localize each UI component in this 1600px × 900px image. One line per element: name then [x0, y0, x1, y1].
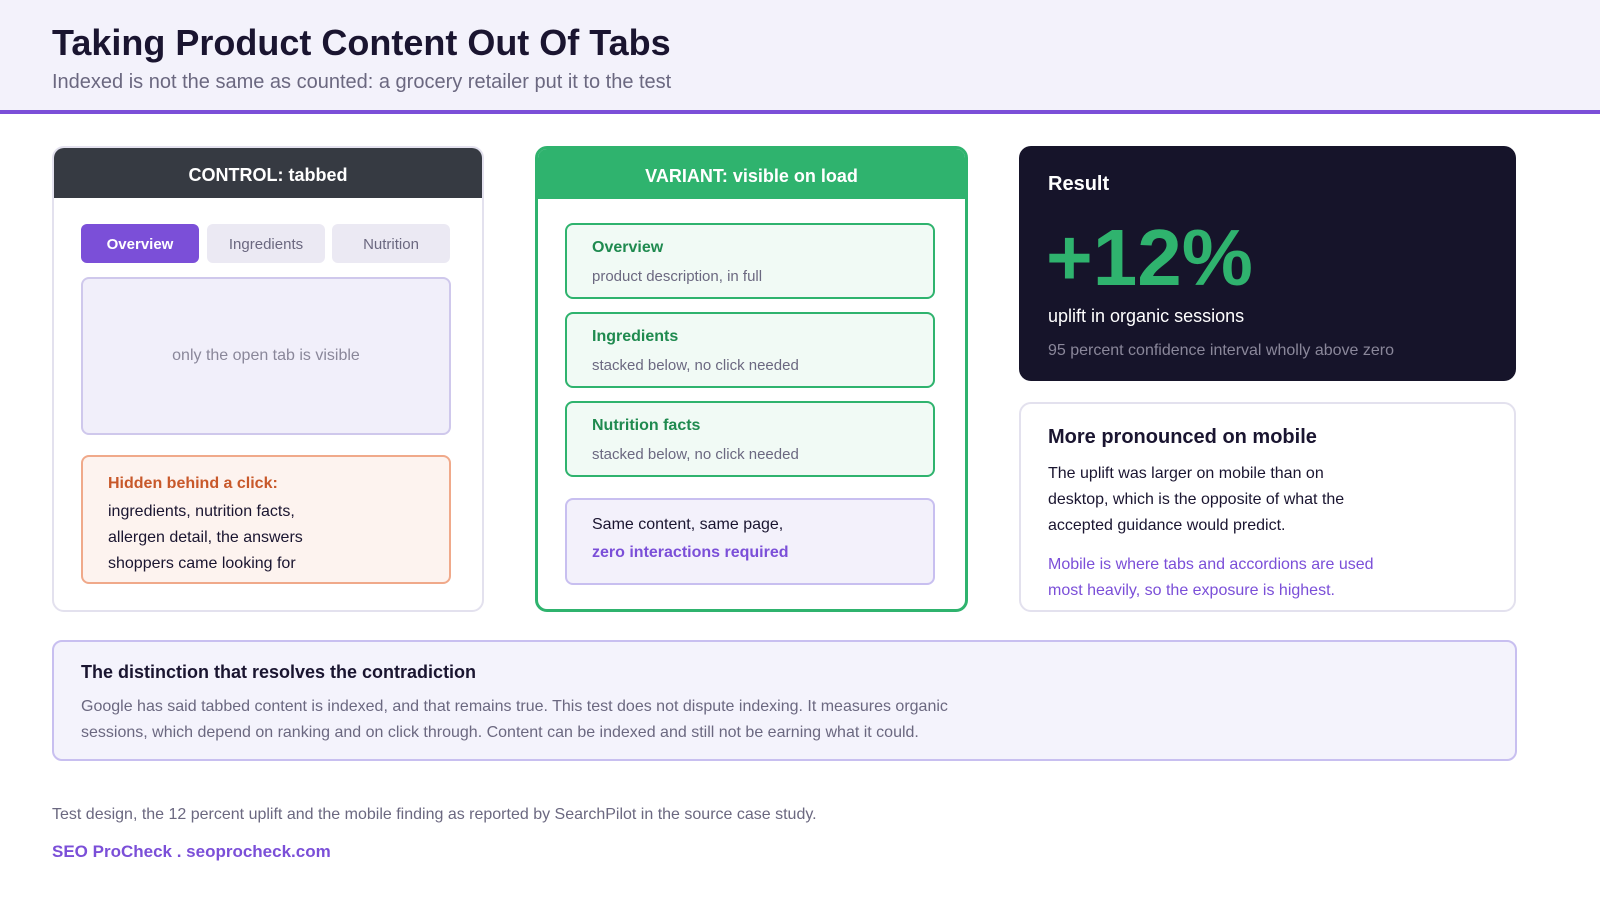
hidden-box: Hidden behind a click: ingredients, nutr… [81, 455, 451, 584]
section-title: Overview [592, 239, 664, 256]
result-value: +12% [1046, 213, 1253, 302]
hidden-label: Hidden behind a click: [108, 475, 278, 492]
result-note: 95 percent confidence interval wholly ab… [1048, 342, 1394, 359]
distinction-title: The distinction that resolves the contra… [81, 662, 477, 682]
header [0, 0, 1600, 114]
control-heading: CONTROL: tabbed [54, 148, 482, 198]
result-label: Result [1048, 173, 1110, 195]
mobile-title: More pronounced on mobile [1048, 426, 1317, 448]
variant-heading: VARIANT: visible on load [538, 149, 965, 199]
source-note: Test design, the 12 percent uplift and t… [52, 806, 817, 823]
control-card: CONTROL: tabbed Overview Ingredients Nut… [52, 146, 484, 612]
hidden-text: ingredients, nutrition facts, allergen d… [108, 503, 303, 572]
variant-section: Ingredients stacked below, no click need… [565, 312, 935, 388]
distinction-box: The distinction that resolves the contra… [52, 640, 1517, 761]
subtitle: Indexed is not the same as counted: a gr… [52, 71, 672, 93]
tab: Overview [81, 224, 199, 263]
brand: SEO ProCheck . seoprocheck.com [52, 842, 331, 861]
section-text: stacked below, no click needed [592, 446, 799, 463]
mobile-card: More pronounced on mobile The uplift was… [1019, 402, 1516, 612]
title: Taking Product Content Out Of Tabs [52, 22, 671, 63]
tab: Ingredients [207, 224, 325, 263]
variant-card: VARIANT: visible on load Overview produc… [535, 146, 968, 612]
section-title: Ingredients [592, 328, 679, 345]
result-caption: uplift in organic sessions [1048, 306, 1245, 326]
tab-panel: only the open tab is visible [81, 277, 451, 435]
tab: Nutrition [332, 224, 450, 263]
variant-section: Overview product description, in full [565, 223, 935, 299]
section-title: Nutrition facts [592, 417, 701, 434]
section-text: product description, in full [592, 268, 763, 285]
distinction-text: Google has said tabbed content is indexe… [81, 698, 948, 741]
result-card: Result +12% uplift in organic sessions 9… [1019, 146, 1516, 381]
variant-section: Nutrition facts stacked below, no click … [565, 401, 935, 477]
variant-note: Same content, same page, zero interactio… [565, 498, 935, 585]
note-highlight: zero interactions required [592, 544, 789, 561]
mobile-highlight: Mobile is where tabs and accordions are … [1048, 556, 1374, 599]
note-text: Same content, same page, [592, 516, 784, 533]
mobile-text: The uplift was larger on mobile than on … [1048, 465, 1345, 534]
section-text: stacked below, no click needed [592, 357, 799, 374]
